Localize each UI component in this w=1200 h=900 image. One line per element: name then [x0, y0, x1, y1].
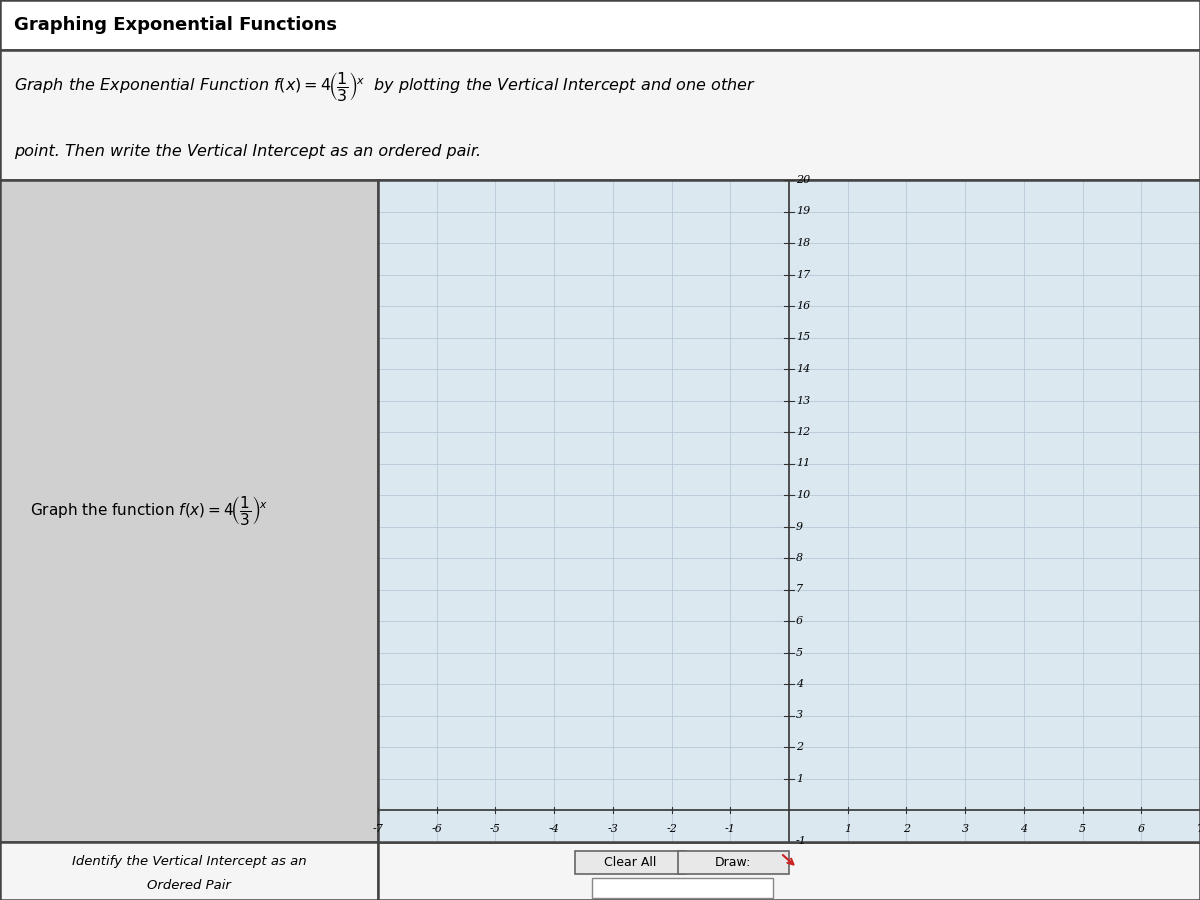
Text: -6: -6 — [431, 824, 442, 834]
Text: 7: 7 — [796, 584, 803, 595]
Text: -2: -2 — [666, 824, 677, 834]
Text: 4: 4 — [1020, 824, 1027, 834]
Text: Draw:: Draw: — [715, 856, 751, 869]
Text: 14: 14 — [796, 364, 810, 374]
Text: Clear All: Clear All — [604, 856, 656, 869]
Text: -7: -7 — [372, 824, 384, 834]
Text: Graph the Exponential Function $f(x) = 4\!\left(\dfrac{1}{3}\right)^{\!x}$  by p: Graph the Exponential Function $f(x) = 4… — [14, 69, 756, 103]
Text: 5: 5 — [1079, 824, 1086, 834]
Text: 8: 8 — [796, 553, 803, 563]
Text: 3: 3 — [961, 824, 968, 834]
FancyBboxPatch shape — [678, 850, 790, 874]
Text: Graph the function $f(x) = 4\!\left(\dfrac{1}{3}\right)^{\!x}$: Graph the function $f(x) = 4\!\left(\dfr… — [30, 494, 268, 527]
Text: 9: 9 — [796, 521, 803, 532]
Text: 6: 6 — [796, 616, 803, 626]
Text: -5: -5 — [490, 824, 500, 834]
Text: 2: 2 — [796, 742, 803, 752]
Text: 1: 1 — [796, 773, 803, 784]
Text: 4: 4 — [796, 679, 803, 689]
Text: 5: 5 — [796, 647, 803, 658]
Text: 17: 17 — [796, 269, 810, 280]
Text: Identify the Vertical Intercept as an: Identify the Vertical Intercept as an — [72, 856, 306, 868]
Text: 3: 3 — [796, 710, 803, 721]
Text: 15: 15 — [796, 332, 810, 343]
Text: 10: 10 — [796, 490, 810, 500]
Text: -4: -4 — [548, 824, 559, 834]
Text: 2: 2 — [902, 824, 910, 834]
Text: 19: 19 — [796, 206, 810, 217]
Text: Ordered Pair: Ordered Pair — [148, 879, 230, 892]
Text: 11: 11 — [796, 458, 810, 469]
FancyBboxPatch shape — [592, 878, 773, 897]
Text: -1: -1 — [796, 836, 806, 847]
Text: 7: 7 — [1196, 824, 1200, 834]
Text: 13: 13 — [796, 395, 810, 406]
Text: Graphing Exponential Functions: Graphing Exponential Functions — [14, 15, 337, 33]
Text: 16: 16 — [796, 301, 810, 311]
Text: -3: -3 — [607, 824, 618, 834]
Text: 6: 6 — [1138, 824, 1145, 834]
Text: -1: -1 — [725, 824, 736, 834]
Text: point. Then write the Vertical Intercept as an ordered pair.: point. Then write the Vertical Intercept… — [14, 144, 481, 158]
FancyBboxPatch shape — [575, 850, 686, 874]
Text: 20: 20 — [796, 175, 810, 185]
Text: 12: 12 — [796, 427, 810, 437]
Text: 18: 18 — [796, 238, 810, 248]
Text: 1: 1 — [844, 824, 851, 834]
